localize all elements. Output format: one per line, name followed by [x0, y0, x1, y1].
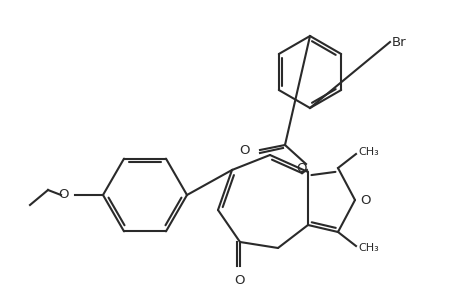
Text: O: O: [359, 194, 369, 206]
Text: CH₃: CH₃: [357, 243, 378, 253]
Text: O: O: [296, 161, 307, 175]
Text: CH₃: CH₃: [357, 147, 378, 157]
Text: O: O: [239, 145, 249, 158]
Text: O: O: [58, 188, 69, 202]
Text: O: O: [234, 274, 245, 287]
Text: Br: Br: [391, 35, 406, 49]
